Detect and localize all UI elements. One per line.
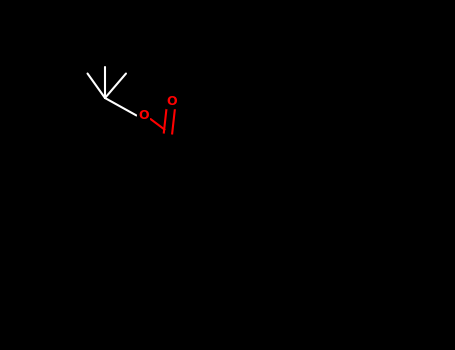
Text: O: O: [166, 95, 177, 108]
Text: O: O: [138, 109, 149, 122]
